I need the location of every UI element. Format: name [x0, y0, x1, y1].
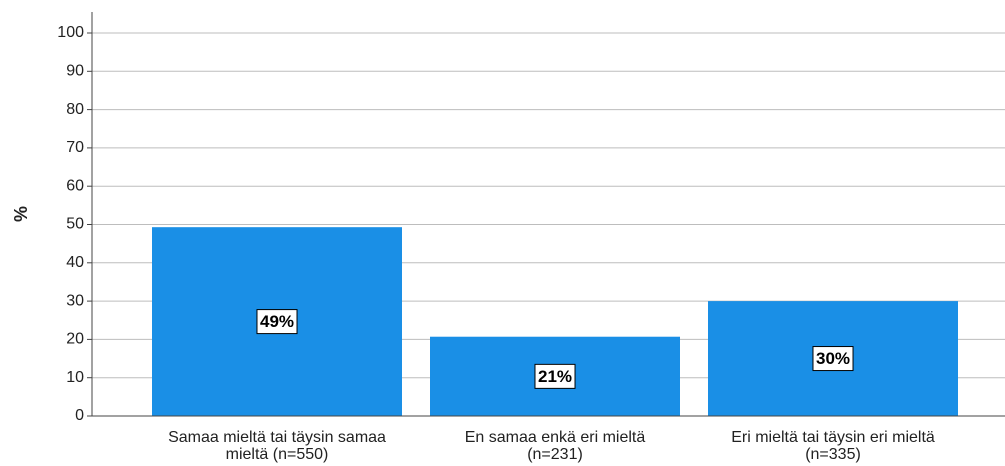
value-label: 21% — [538, 367, 572, 386]
y-tick-label: 70 — [66, 139, 84, 156]
y-tick-label: 0 — [75, 407, 84, 424]
x-tick-label: En samaa enkä eri mieltä — [465, 429, 646, 446]
x-tick-label: Samaa mieltä tai täysin samaa — [168, 429, 386, 446]
value-label-box — [256, 309, 298, 335]
value-label: 49% — [260, 312, 294, 331]
y-tick-label: 100 — [57, 24, 84, 41]
y-tick-label: 50 — [66, 216, 84, 233]
y-tick-label: 80 — [66, 101, 84, 118]
value-label-box — [812, 346, 854, 372]
value-label: 30% — [816, 349, 850, 368]
y-tick-label: 60 — [66, 177, 84, 194]
value-label-box — [534, 363, 576, 389]
y-tick-label: 20 — [66, 331, 84, 348]
y-tick-label: 90 — [66, 63, 84, 80]
x-tick-label: (n=335) — [805, 446, 861, 463]
y-axis-label: % — [11, 206, 31, 222]
x-tick-label: Eri mieltä tai täysin eri mieltä — [731, 429, 935, 446]
y-tick-label: 30 — [66, 292, 84, 309]
y-tick-label: 10 — [66, 369, 84, 386]
y-tick-label: 40 — [66, 254, 84, 271]
x-tick-label: mieltä (n=550) — [226, 446, 329, 463]
x-tick-label: (n=231) — [527, 446, 583, 463]
